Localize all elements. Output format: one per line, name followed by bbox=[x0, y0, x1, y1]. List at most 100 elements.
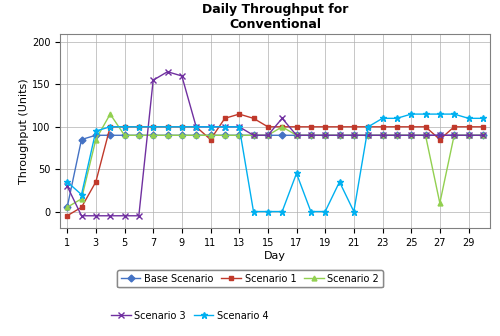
Base Scenario bbox=[466, 133, 471, 137]
Scenario 1 bbox=[236, 112, 242, 116]
Scenario 3 bbox=[308, 133, 314, 137]
Scenario 2 bbox=[380, 133, 386, 137]
Scenario 2 bbox=[279, 125, 285, 129]
Scenario 3 bbox=[236, 125, 242, 129]
Scenario 2 bbox=[136, 133, 142, 137]
Scenario 1 bbox=[394, 125, 400, 129]
Scenario 1 bbox=[380, 125, 386, 129]
Scenario 3 bbox=[294, 133, 300, 137]
Scenario 3 bbox=[422, 133, 428, 137]
Base Scenario bbox=[380, 133, 386, 137]
Scenario 2 bbox=[322, 133, 328, 137]
Legend: Base Scenario, Scenario 1, Scenario 2: Base Scenario, Scenario 1, Scenario 2 bbox=[117, 270, 383, 288]
Scenario 3 bbox=[437, 133, 443, 137]
Scenario 4 bbox=[408, 112, 414, 116]
Scenario 2 bbox=[78, 197, 84, 201]
Scenario 4 bbox=[294, 171, 300, 175]
Scenario 4 bbox=[93, 129, 99, 133]
Scenario 4 bbox=[265, 210, 271, 214]
Base Scenario bbox=[294, 133, 300, 137]
Scenario 1 bbox=[408, 125, 414, 129]
Scenario 3 bbox=[208, 125, 214, 129]
Scenario 3 bbox=[78, 214, 84, 218]
Base Scenario bbox=[222, 133, 228, 137]
Scenario 2 bbox=[150, 133, 156, 137]
Scenario 4 bbox=[193, 125, 199, 129]
Scenario 3 bbox=[193, 125, 199, 129]
Legend: Scenario 3, Scenario 4: Scenario 3, Scenario 4 bbox=[108, 307, 272, 325]
Title: Daily Throughput for
Conventional: Daily Throughput for Conventional bbox=[202, 3, 348, 31]
Scenario 4 bbox=[380, 116, 386, 120]
Line: Scenario 3: Scenario 3 bbox=[64, 69, 486, 218]
Scenario 3 bbox=[107, 214, 113, 218]
Scenario 3 bbox=[480, 133, 486, 137]
Scenario 3 bbox=[250, 133, 256, 137]
Base Scenario bbox=[78, 137, 84, 141]
Scenario 3 bbox=[150, 78, 156, 82]
Scenario 4 bbox=[236, 125, 242, 129]
Scenario 3 bbox=[336, 133, 342, 137]
Base Scenario bbox=[265, 133, 271, 137]
Scenario 4 bbox=[150, 125, 156, 129]
Scenario 1 bbox=[64, 214, 70, 218]
Scenario 1 bbox=[422, 125, 428, 129]
Scenario 2 bbox=[164, 133, 170, 137]
Scenario 2 bbox=[64, 205, 70, 209]
Scenario 3 bbox=[351, 133, 357, 137]
Scenario 2 bbox=[265, 133, 271, 137]
X-axis label: Day: Day bbox=[264, 251, 286, 261]
Scenario 4 bbox=[164, 125, 170, 129]
Scenario 4 bbox=[279, 210, 285, 214]
Scenario 2 bbox=[236, 133, 242, 137]
Base Scenario bbox=[351, 133, 357, 137]
Scenario 3 bbox=[164, 70, 170, 74]
Base Scenario bbox=[250, 133, 256, 137]
Scenario 1 bbox=[78, 205, 84, 209]
Scenario 4 bbox=[422, 112, 428, 116]
Scenario 4 bbox=[208, 125, 214, 129]
Scenario 2 bbox=[365, 133, 371, 137]
Scenario 3 bbox=[222, 125, 228, 129]
Scenario 4 bbox=[250, 210, 256, 214]
Scenario 2 bbox=[250, 133, 256, 137]
Scenario 2 bbox=[179, 133, 185, 137]
Base Scenario bbox=[107, 133, 113, 137]
Scenario 2 bbox=[480, 133, 486, 137]
Base Scenario bbox=[408, 133, 414, 137]
Scenario 3 bbox=[265, 133, 271, 137]
Scenario 2 bbox=[222, 133, 228, 137]
Base Scenario bbox=[136, 133, 142, 137]
Scenario 1 bbox=[208, 137, 214, 141]
Scenario 1 bbox=[222, 116, 228, 120]
Base Scenario bbox=[422, 133, 428, 137]
Scenario 3 bbox=[136, 214, 142, 218]
Scenario 1 bbox=[265, 125, 271, 129]
Line: Base Scenario: Base Scenario bbox=[64, 133, 486, 210]
Scenario 4 bbox=[351, 210, 357, 214]
Scenario 1 bbox=[322, 125, 328, 129]
Scenario 3 bbox=[122, 214, 128, 218]
Base Scenario bbox=[365, 133, 371, 137]
Base Scenario bbox=[208, 133, 214, 137]
Scenario 4 bbox=[64, 180, 70, 184]
Scenario 2 bbox=[451, 133, 457, 137]
Scenario 4 bbox=[451, 112, 457, 116]
Scenario 1 bbox=[122, 125, 128, 129]
Base Scenario bbox=[64, 205, 70, 209]
Scenario 1 bbox=[437, 137, 443, 141]
Scenario 2 bbox=[422, 133, 428, 137]
Base Scenario bbox=[179, 133, 185, 137]
Scenario 3 bbox=[408, 133, 414, 137]
Scenario 2 bbox=[437, 201, 443, 205]
Scenario 4 bbox=[394, 116, 400, 120]
Base Scenario bbox=[394, 133, 400, 137]
Scenario 1 bbox=[279, 125, 285, 129]
Scenario 1 bbox=[336, 125, 342, 129]
Scenario 3 bbox=[451, 133, 457, 137]
Scenario 2 bbox=[394, 133, 400, 137]
Base Scenario bbox=[322, 133, 328, 137]
Scenario 2 bbox=[408, 133, 414, 137]
Base Scenario bbox=[236, 133, 242, 137]
Scenario 1 bbox=[179, 125, 185, 129]
Scenario 2 bbox=[336, 133, 342, 137]
